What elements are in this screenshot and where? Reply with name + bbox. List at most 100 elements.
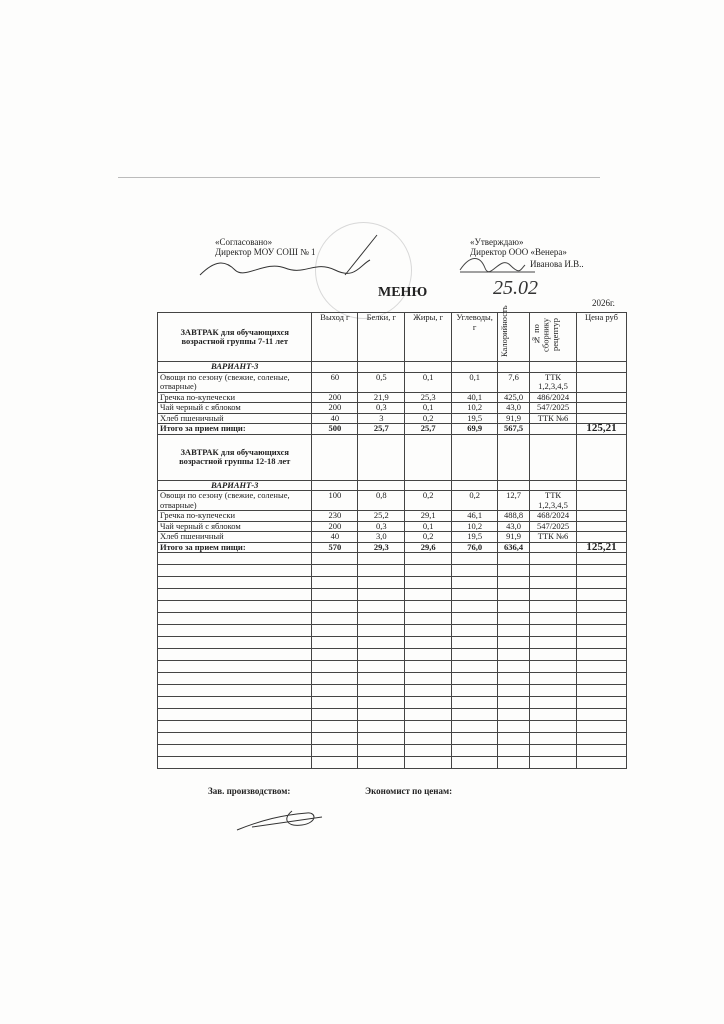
empty-cell bbox=[576, 684, 627, 697]
total-value: 25,7 bbox=[404, 423, 453, 435]
empty-cell bbox=[529, 600, 578, 613]
dish-name: Чай черный с яблоком bbox=[156, 402, 313, 414]
signature-left bbox=[199, 234, 378, 276]
empty-cell bbox=[357, 756, 406, 769]
variant-row: ВАРИАНТ-3 bbox=[156, 479, 627, 491]
empty-cell bbox=[311, 744, 359, 757]
empty-cell bbox=[576, 696, 627, 709]
empty-cell bbox=[529, 708, 578, 721]
empty-cell bbox=[497, 732, 531, 745]
empty-cell bbox=[156, 576, 313, 589]
empty-row bbox=[156, 600, 627, 613]
dish-value: 0,1 bbox=[451, 371, 499, 393]
empty-cell bbox=[497, 564, 531, 577]
total-value: 125,21 bbox=[576, 423, 627, 435]
section-header-row: ЗАВТРАК для обучающихся возрастной групп… bbox=[156, 305, 627, 362]
dish-value: 0,3 bbox=[357, 520, 406, 532]
dish-value: 43,0 bbox=[497, 402, 531, 414]
empty-cell bbox=[451, 720, 499, 733]
empty-cell bbox=[311, 564, 359, 577]
total-label: Итого за прием пищи: bbox=[156, 541, 313, 553]
empty-cell bbox=[311, 636, 359, 649]
date-handwritten: 25.02 bbox=[493, 277, 538, 299]
empty-cell bbox=[451, 624, 499, 637]
empty-cell bbox=[497, 612, 531, 625]
empty-cell bbox=[357, 720, 406, 733]
dish-value: 25,3 bbox=[404, 391, 453, 403]
approval-right: «Утверждаю» Директор ООО «Венера» Иванов… bbox=[470, 237, 584, 269]
empty-cell bbox=[497, 720, 531, 733]
dish-value: 0,1 bbox=[404, 402, 453, 414]
dish-name: Чай черный с яблоком bbox=[156, 520, 313, 532]
empty-cell bbox=[311, 696, 359, 709]
dish-value bbox=[576, 371, 627, 393]
empty-row bbox=[156, 756, 627, 769]
dish-value: 40 bbox=[311, 531, 359, 543]
empty-cell bbox=[404, 672, 453, 685]
dish-value: 29,1 bbox=[404, 510, 453, 522]
empty-row bbox=[156, 708, 627, 721]
dish-value: 0,1 bbox=[404, 520, 453, 532]
empty-cell bbox=[451, 600, 499, 613]
empty-row bbox=[156, 672, 627, 685]
column-header: Выход г bbox=[311, 312, 359, 362]
empty-cell bbox=[156, 564, 313, 577]
empty-cell bbox=[497, 672, 531, 685]
dish-value: 425,0 bbox=[497, 391, 531, 403]
total-value: 29,6 bbox=[404, 541, 453, 553]
empty-cell bbox=[357, 708, 406, 721]
column-header bbox=[357, 433, 406, 481]
approval-left-label: «Согласовано» bbox=[215, 237, 273, 247]
empty-row bbox=[156, 696, 627, 709]
empty-cell bbox=[529, 696, 578, 709]
empty-cell bbox=[357, 672, 406, 685]
empty-row bbox=[156, 648, 627, 661]
empty-cell bbox=[156, 636, 313, 649]
dish-value: 200 bbox=[311, 520, 359, 532]
empty-cell bbox=[576, 708, 627, 721]
empty-cell bbox=[529, 636, 578, 649]
dish-row: Гречка по-купечески 230 25,2 29,1 46,1 488,8 4… bbox=[156, 510, 627, 522]
dish-value: ТТК 1,2,3,4,5 bbox=[529, 371, 578, 393]
column-header-text: Калорийность bbox=[499, 305, 510, 357]
dish-value: 3,0 bbox=[357, 531, 406, 543]
empty-cell bbox=[311, 756, 359, 769]
empty-cell bbox=[404, 696, 453, 709]
empty-cell bbox=[311, 672, 359, 685]
empty-cell bbox=[529, 756, 578, 769]
dish-value: 12,7 bbox=[497, 490, 531, 511]
empty-cell bbox=[404, 660, 453, 673]
empty-row bbox=[156, 552, 627, 565]
empty-cell bbox=[311, 576, 359, 589]
column-header: Жиры, г bbox=[404, 312, 453, 362]
empty-cell bbox=[576, 576, 627, 589]
empty-cell bbox=[404, 648, 453, 661]
empty-cell bbox=[311, 660, 359, 673]
column-header bbox=[311, 433, 359, 481]
empty-cell bbox=[451, 636, 499, 649]
empty-cell bbox=[404, 576, 453, 589]
empty-cell bbox=[451, 576, 499, 589]
variant-label: ВАРИАНТ-3 bbox=[156, 479, 313, 491]
empty-row bbox=[156, 588, 627, 601]
footer-economist: Экономист по ценам: bbox=[365, 786, 453, 796]
dish-value: 40,1 bbox=[451, 391, 499, 403]
empty-cell bbox=[357, 588, 406, 601]
total-row: Итого за прием пищи: 570 29,3 29,6 76,0 636,4… bbox=[156, 541, 627, 553]
empty-cell bbox=[156, 588, 313, 601]
empty-cell bbox=[404, 479, 453, 491]
empty-cell bbox=[497, 600, 531, 613]
total-value: 570 bbox=[311, 541, 359, 553]
empty-cell bbox=[451, 564, 499, 577]
empty-cell bbox=[451, 612, 499, 625]
empty-row bbox=[156, 624, 627, 637]
empty-cell bbox=[529, 684, 578, 697]
column-header: Цена руб bbox=[576, 312, 627, 362]
empty-cell bbox=[357, 564, 406, 577]
dish-row: Хлеб пшеничный 40 3 0,2 19,5 91,9 ТТК №6 bbox=[156, 412, 627, 424]
empty-cell bbox=[357, 732, 406, 745]
empty-cell bbox=[497, 756, 531, 769]
empty-cell bbox=[311, 708, 359, 721]
dish-name: Гречка по-купечески bbox=[156, 391, 313, 403]
empty-cell bbox=[576, 552, 627, 565]
